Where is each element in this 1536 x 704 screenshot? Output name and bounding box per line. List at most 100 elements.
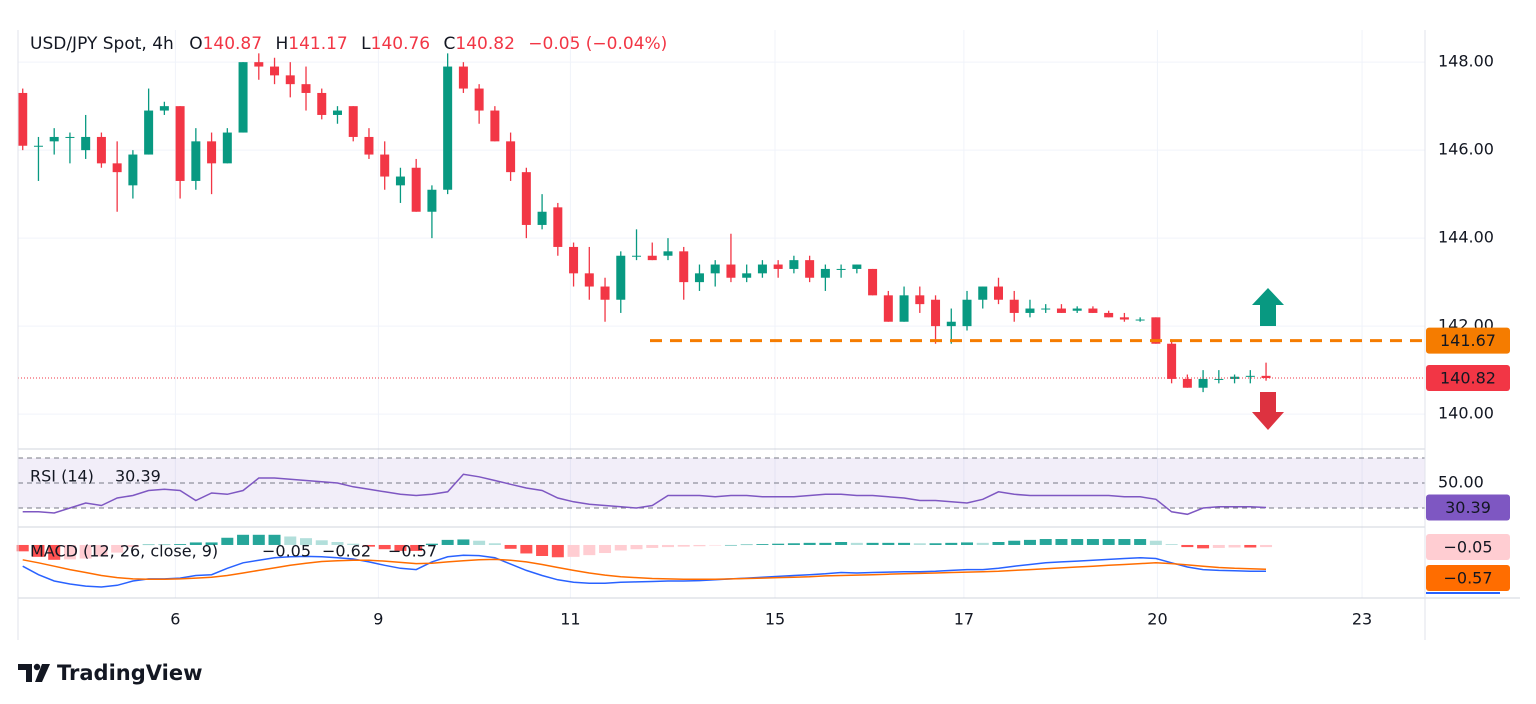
candle-body	[301, 84, 311, 93]
indicator-title: MACD (12, 26, close, 9)	[30, 542, 218, 561]
histogram-bar	[551, 544, 564, 558]
candle-body	[946, 321, 956, 327]
candle-body	[395, 176, 405, 186]
candle-body	[537, 211, 547, 225]
ohlc-label: L	[361, 34, 371, 54]
histogram-bar	[599, 544, 612, 554]
histogram-bar	[237, 534, 250, 545]
candle-body	[348, 106, 358, 137]
histogram-bar	[756, 544, 769, 545]
candle-body	[757, 264, 767, 274]
histogram-bar	[709, 544, 722, 546]
candle-body	[1261, 375, 1271, 379]
level-label: 141.67	[1440, 331, 1496, 350]
candle-body	[96, 136, 106, 164]
candle-body	[679, 251, 689, 283]
x-tick-label: 9	[373, 610, 383, 629]
candle-body	[915, 295, 925, 305]
candle-body	[49, 136, 59, 142]
candle-body	[175, 106, 185, 181]
macd-line	[22, 554, 1266, 588]
candle-body	[506, 141, 516, 173]
candle-body	[852, 264, 862, 269]
candle-body	[128, 154, 138, 186]
y-tick-label: 144.00	[1438, 228, 1494, 247]
histogram-bar	[284, 536, 297, 545]
histogram-bar	[48, 544, 61, 560]
candle-body	[144, 110, 154, 155]
candle-body	[1104, 312, 1114, 318]
candle-body	[663, 251, 673, 256]
candle-body	[1214, 378, 1224, 380]
histogram-bar	[473, 540, 486, 545]
change: −0.05 (−0.04%)	[528, 34, 667, 54]
rsi-value: 30.39	[115, 467, 161, 486]
candle-body	[65, 136, 75, 138]
x-tick-label: 15	[765, 610, 785, 629]
candle-body	[584, 273, 594, 287]
ohlc-label: H	[275, 34, 288, 54]
candle-body	[521, 172, 531, 225]
histogram-bar	[268, 534, 281, 545]
histogram-bar	[1071, 539, 1084, 545]
histogram-bar	[1244, 544, 1257, 548]
candle-body	[789, 260, 799, 269]
x-tick-label: 23	[1352, 610, 1372, 629]
histogram-bar	[410, 544, 423, 551]
histogram-bar	[961, 542, 974, 545]
y-tick-label: 140.00	[1438, 404, 1494, 423]
candle-body	[207, 141, 217, 164]
histogram-last-label-box	[1426, 534, 1510, 560]
y-tick-label: 148.00	[1438, 52, 1494, 71]
candle-body	[962, 299, 972, 327]
rsi-line	[22, 473, 1267, 516]
candle-body	[270, 66, 280, 76]
histogram-bar	[677, 544, 690, 547]
histogram-bar	[567, 544, 580, 557]
candle-body	[1151, 317, 1161, 344]
candle-body	[805, 260, 815, 278]
histogram-bar	[142, 544, 155, 546]
candle-body	[285, 75, 295, 85]
histogram-bar	[913, 543, 926, 545]
ohlc-label: C	[444, 34, 456, 54]
candle-body	[332, 110, 342, 115]
histogram-bar	[362, 544, 375, 547]
histogram-bar	[378, 544, 391, 550]
candle-body	[159, 106, 169, 111]
label-layer: 6 9 11 15 17 20 23140.00142.00144.00146.00148.…	[30, 52, 1510, 629]
histogram-bar	[992, 542, 1005, 545]
candle-body	[616, 255, 626, 300]
histogram-bar	[32, 544, 45, 557]
ohlc-value: 140.76	[371, 34, 430, 54]
histogram-bar	[441, 539, 454, 545]
histogram-bar	[1228, 544, 1241, 548]
candle-body	[742, 273, 752, 278]
histogram-bar	[898, 542, 911, 545]
histogram-bar	[1181, 544, 1194, 548]
candle-body	[836, 268, 846, 270]
last-price-label-box	[1426, 365, 1510, 392]
candle-body	[191, 141, 201, 181]
ohlc-value: 140.87	[203, 34, 262, 54]
histogram-bar	[1039, 539, 1052, 545]
candle-body	[474, 88, 484, 111]
candle-body	[1230, 376, 1240, 379]
histogram-bar	[976, 542, 989, 545]
candle-body	[726, 264, 736, 278]
x-tick-label: 17	[954, 610, 974, 629]
histogram-bar	[630, 544, 643, 550]
histogram-bar	[347, 543, 360, 545]
histogram-bar	[394, 544, 407, 551]
candle-body	[632, 255, 642, 257]
candle-body	[569, 246, 579, 274]
candle-body	[458, 66, 468, 89]
histogram-bar	[1023, 539, 1036, 545]
candle-body	[1182, 378, 1192, 388]
histogram-bar	[425, 543, 438, 545]
histogram-bar	[221, 537, 234, 545]
histogram-bar	[1055, 539, 1068, 545]
macd-value: −0.62	[322, 542, 371, 561]
